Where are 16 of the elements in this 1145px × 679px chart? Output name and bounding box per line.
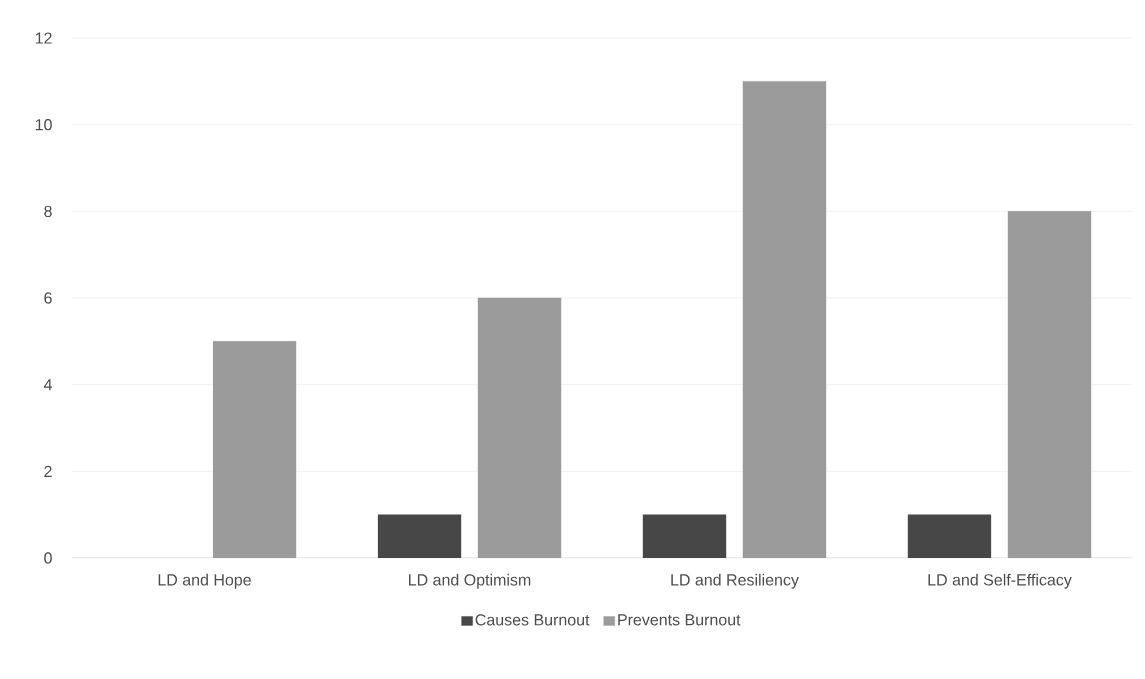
legend-label: Causes Burnout xyxy=(475,614,590,626)
y-tick-label: 4 xyxy=(43,379,52,391)
y-tick-label: 8 xyxy=(44,205,52,217)
y-tick-label: 2 xyxy=(44,465,52,477)
y-tick-label: 12 xyxy=(35,32,52,44)
x-tick-label: LD and Resiliency xyxy=(671,573,799,589)
x-tick-label: LD and Optimism xyxy=(409,573,531,589)
y-tick-label: 10 xyxy=(35,119,52,131)
x-tick-label: LD and Hope xyxy=(158,573,251,589)
y-tick-label: 6 xyxy=(44,292,52,304)
bar xyxy=(377,514,462,558)
bar xyxy=(907,514,992,558)
bar xyxy=(642,514,727,558)
legend-label: Prevents Burnout xyxy=(618,614,741,626)
y-tick-label: 0 xyxy=(44,552,52,564)
x-tick-label: LD and Self-Efficacy xyxy=(928,573,1072,589)
